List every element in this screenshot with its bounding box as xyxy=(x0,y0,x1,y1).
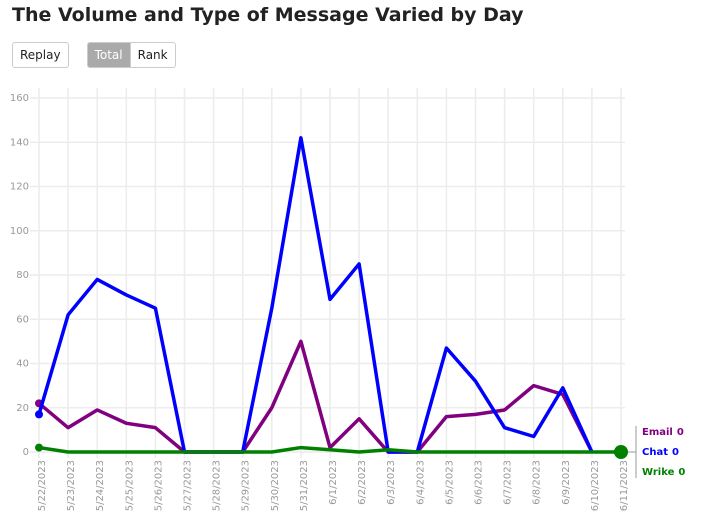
x-tick-label: 6/10/2023 xyxy=(590,460,601,511)
x-tick-label: 5/28/2023 xyxy=(212,460,223,511)
x-tick-label: 6/7/2023 xyxy=(503,460,514,505)
y-tick-label: 20 xyxy=(16,403,29,414)
end-label-value: 0 xyxy=(677,427,684,438)
x-tick-label: 6/3/2023 xyxy=(386,460,397,505)
x-tick-label: 6/6/2023 xyxy=(474,460,485,505)
x-tick-label: 6/9/2023 xyxy=(561,460,572,505)
x-tick-label: 5/26/2023 xyxy=(153,460,164,511)
button-bar: Replay Total Rank xyxy=(12,42,176,68)
end-label-name: Wrike xyxy=(642,467,675,478)
end-label-name: Chat xyxy=(642,447,668,458)
title: The Volume and Type of Message Varied by… xyxy=(12,4,524,26)
end-label-value: 0 xyxy=(678,467,685,478)
x-tick-label: 5/22/2023 xyxy=(37,460,48,511)
series-line xyxy=(37,136,594,454)
x-tick-label: 5/30/2023 xyxy=(270,460,281,511)
end-label: Chat 0 xyxy=(642,447,679,458)
start-dot xyxy=(35,443,43,452)
end-label-value: 0 xyxy=(672,447,679,458)
x-tick-label: 6/1/2023 xyxy=(328,460,339,505)
button[interactable]: Total xyxy=(86,42,131,68)
button[interactable]: Replay xyxy=(12,42,69,68)
end-label: Email 0 xyxy=(642,427,684,438)
end-label-name: Email xyxy=(642,427,673,438)
series-line xyxy=(37,339,594,454)
end-label: Wrike 0 xyxy=(642,467,685,478)
end-dot xyxy=(614,445,628,459)
y-tick-label: 40 xyxy=(16,359,29,370)
x-tick-label: 5/23/2023 xyxy=(66,460,77,511)
x-tick-label: 6/8/2023 xyxy=(532,460,543,505)
series-line xyxy=(38,445,621,454)
button[interactable]: Rank xyxy=(130,42,176,68)
x-tick-label: 6/4/2023 xyxy=(415,460,426,505)
x-tick-label: 5/31/2023 xyxy=(299,460,310,511)
x-tick-label: 6/2/2023 xyxy=(357,460,368,505)
y-tick-label: 140 xyxy=(10,137,29,148)
y-tick-label: 60 xyxy=(16,314,29,325)
y-tick-label: 80 xyxy=(16,270,29,281)
x-tick-label: 5/27/2023 xyxy=(183,460,194,511)
x-tick-label: 6/5/2023 xyxy=(444,460,455,505)
y-tick-label: 0 xyxy=(23,447,29,458)
y-tick-label: 160 xyxy=(10,93,29,104)
y-tick-label: 100 xyxy=(10,226,29,237)
x-tick-label: 5/29/2023 xyxy=(241,460,252,511)
y-tick-label: 120 xyxy=(10,182,29,193)
x-tick-label: 5/24/2023 xyxy=(95,460,106,511)
x-tick-label: 5/25/2023 xyxy=(124,460,135,511)
x-tick-label: 6/11/2023 xyxy=(619,460,630,511)
start-dot xyxy=(35,410,43,419)
